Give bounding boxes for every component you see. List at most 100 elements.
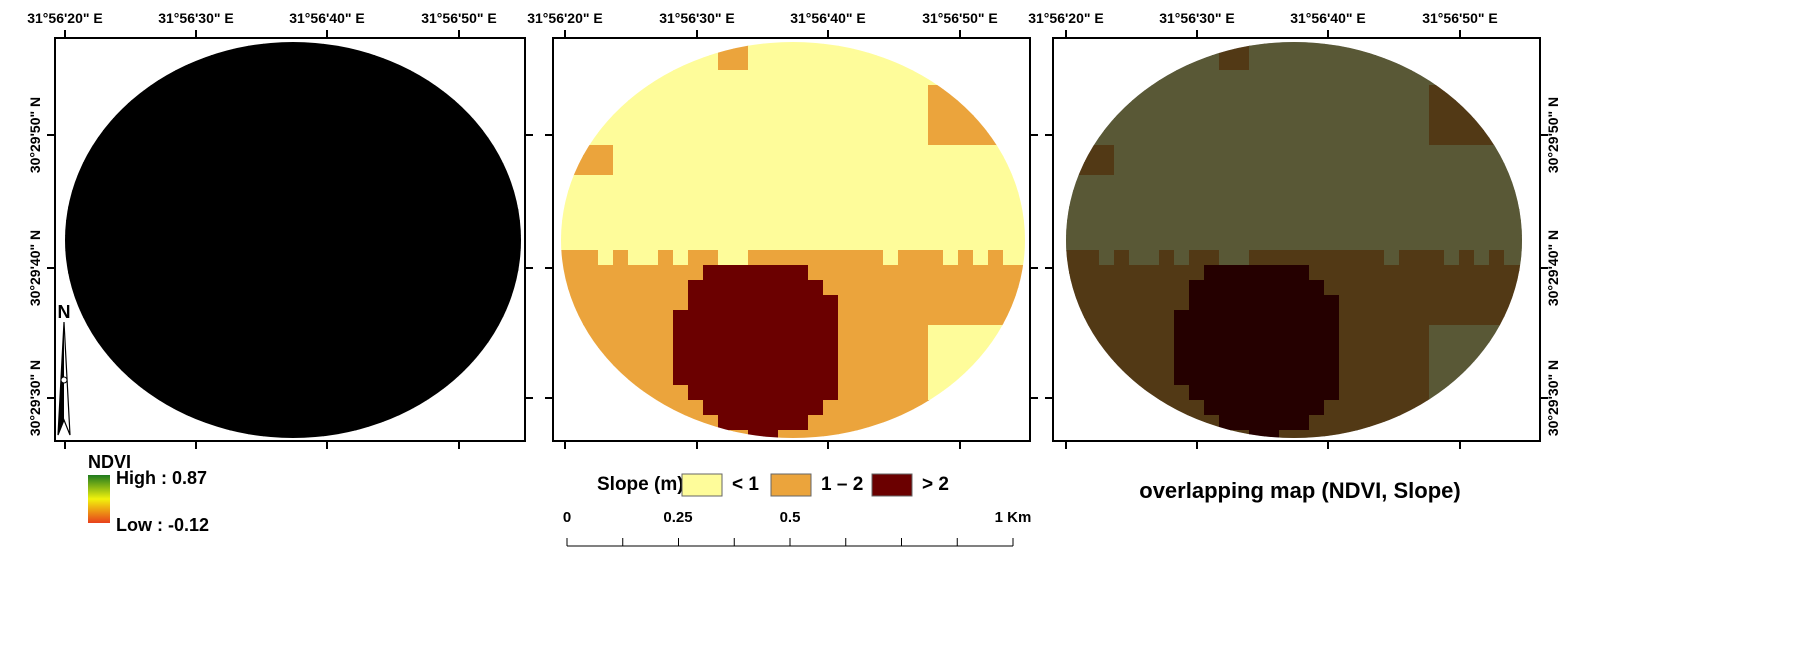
ndvi-cell [308,100,324,116]
slope-overlay [1399,355,1415,371]
ndvi-cell [1519,205,1522,221]
ndvi-cell [518,235,521,251]
ndvi-cell [1099,265,1115,281]
ndvi-cell [1249,310,1265,326]
ndvi-cell [218,85,234,101]
slope-overlay [1066,70,1070,86]
ndvi-cell [1324,70,1340,86]
slope-cell [868,130,884,146]
slope-overlay [1264,430,1280,438]
slope-cell [583,400,599,416]
slope-overlay [1489,295,1505,311]
slope-cell [883,55,899,71]
slope-cell [838,325,854,341]
slope-overlay [1159,265,1175,281]
slope-cell [883,145,899,161]
ndvi-cell [1129,55,1145,71]
slope-overlay [1159,295,1175,311]
slope-overlay [1069,415,1085,431]
slope-cell [988,325,1004,341]
ndvi-cell [1309,385,1325,401]
ndvi-cell [1189,325,1205,341]
ndvi-cell [1144,130,1160,146]
slope-overlay [1444,415,1460,431]
ndvi-cell [473,85,489,101]
ndvi-cell [278,295,294,311]
slope-overlay [1369,310,1385,326]
ndvi-cell [128,130,144,146]
slope-cell [1003,385,1019,401]
slope-overlay [1189,145,1205,161]
ndvi-cell [173,415,189,431]
ndvi-cell [1369,310,1385,326]
ndvi-cell [458,175,474,191]
slope-overlay [1309,415,1325,431]
slope-cell [718,400,734,416]
slope-overlay [1474,100,1490,116]
ndvi-cell [1069,340,1085,356]
ndvi-cell [413,175,429,191]
ndvi-cell [203,310,219,326]
ndvi-cell [473,340,489,356]
slope-cell [868,70,884,86]
slope-cell [598,145,614,161]
ndvi-cell [1489,190,1505,206]
slope-overlay [1234,340,1250,356]
slope-cell [853,42,869,56]
ndvi-cell [1489,100,1505,116]
slope-cell [958,370,974,386]
slope-overlay [1414,265,1430,281]
slope-cell [808,310,824,326]
slope-overlay [1234,220,1250,236]
slope-cell [643,415,659,431]
slope-cell [733,400,749,416]
slope-cell [988,220,1004,236]
ndvi-cell [263,385,279,401]
ndvi-cell [1309,340,1325,356]
ndvi-cell [1204,55,1220,71]
ndvi-cell [1384,190,1400,206]
ndvi-cell [1354,70,1370,86]
slope-cell [733,175,749,191]
slope-overlay [1099,205,1115,221]
slope-overlay [1114,100,1130,116]
ndvi-cell [143,190,159,206]
ndvi-cell [1144,190,1160,206]
slope-overlay [1489,415,1505,431]
slope-cell [958,220,974,236]
ndvi-cell [488,370,504,386]
slope-overlay [1309,160,1325,176]
slope-cell [823,160,839,176]
slope-cell [793,370,809,386]
slope-overlay [1354,100,1370,116]
ndvi-cell [443,415,459,431]
ndvi-cell [1084,175,1100,191]
slope-overlay [1189,400,1205,416]
slope-overlay [1264,220,1280,236]
ndvi-cell [128,355,144,371]
ndvi-cell [1339,85,1355,101]
slope-overlay [1354,325,1370,341]
ndvi-cell [383,70,399,86]
slope-overlay [1219,175,1235,191]
ndvi-cell [1099,130,1115,146]
ndvi-cell [1066,190,1070,206]
ndvi-cell [1369,370,1385,386]
ndvi-cell [398,310,414,326]
ndvi-cell [1279,250,1295,266]
slope-cell [568,100,584,116]
ndvi-cell [503,235,519,251]
slope-cell [673,310,689,326]
slope-cell [853,355,869,371]
slope-cell [748,85,764,101]
slope-overlay [1069,310,1085,326]
ndvi-cell [68,55,84,71]
slope-overlay [1219,310,1235,326]
ndvi-cell [188,325,204,341]
slope-overlay [1159,190,1175,206]
ndvi-cell [1414,430,1430,438]
slope-cell [628,355,644,371]
slope-cell [561,400,569,416]
slope-overlay [1444,340,1460,356]
ndvi-cell [173,190,189,206]
